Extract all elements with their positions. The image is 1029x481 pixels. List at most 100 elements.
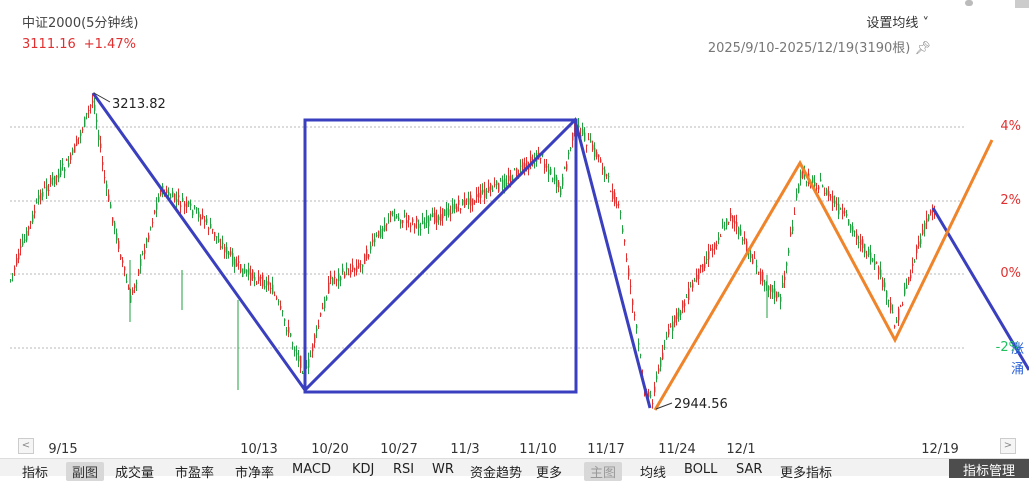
- candle-body: [548, 169, 550, 175]
- candle-body: [832, 195, 834, 204]
- candle-body: [140, 258, 142, 267]
- candle-body: [472, 198, 474, 205]
- candle-body: [530, 156, 532, 167]
- candle-body: [900, 306, 902, 308]
- indicator-tab[interactable]: 资金趋势: [470, 466, 523, 481]
- annotation-arrow: [655, 402, 673, 410]
- candle-body: [376, 235, 378, 237]
- main-chart-tab[interactable]: SAR: [736, 462, 763, 477]
- date-range-label: 2025/9/10-2025/12/19(3190根): [707, 41, 911, 56]
- candle-body: [834, 201, 836, 204]
- candle-body: [110, 204, 112, 209]
- candle-body: [458, 200, 460, 206]
- candle-body: [58, 173, 60, 179]
- candlestick-chart[interactable]: 3213.82 2944.56: [0, 0, 1029, 436]
- candle-body: [100, 143, 102, 149]
- candle-body: [90, 105, 92, 107]
- main-chart-tab[interactable]: 均线: [640, 466, 667, 481]
- candle-body: [204, 219, 206, 222]
- candle-body: [452, 204, 454, 212]
- candle-body: [328, 282, 330, 294]
- main-chart-tab[interactable]: 更多指标: [780, 466, 833, 481]
- indicator-tab[interactable]: WR: [432, 462, 454, 477]
- candle-body: [362, 264, 364, 267]
- candle-body: [730, 213, 732, 219]
- candle-body: [812, 177, 814, 183]
- candle-body: [206, 218, 208, 224]
- candle-body: [210, 223, 212, 229]
- candle-body: [648, 391, 650, 398]
- candle-body: [926, 218, 928, 223]
- candle-body: [348, 273, 350, 275]
- candle-body: [368, 254, 370, 258]
- y-tick-label: 4%: [1000, 119, 1021, 134]
- indicator-tab[interactable]: RSI: [393, 462, 415, 477]
- candle-body: [668, 329, 670, 335]
- candle-body: [674, 316, 676, 323]
- pin-icon[interactable]: 📌︎: [914, 41, 931, 56]
- candle-body: [600, 159, 602, 163]
- candle-body: [616, 204, 618, 206]
- candle-body: [480, 190, 482, 198]
- candle-body: [200, 217, 202, 220]
- candle-body: [894, 325, 896, 328]
- candle-body: [638, 342, 640, 345]
- candle-body: [460, 208, 462, 210]
- candle-body: [104, 177, 106, 179]
- candle-body: [422, 220, 424, 225]
- ma-setting-button[interactable]: 设置均线 ˅: [866, 16, 929, 31]
- blue-trend-line: [931, 207, 1029, 371]
- candle-body: [218, 238, 220, 243]
- candle-body: [94, 104, 96, 111]
- candle-body: [750, 253, 752, 259]
- candle-body: [482, 189, 484, 193]
- indicator-tab[interactable]: MACD: [292, 462, 331, 477]
- candle-body: [170, 197, 172, 199]
- candle-body: [416, 217, 418, 222]
- indicator-tab[interactable]: 副图: [66, 462, 105, 481]
- candle-body: [74, 144, 76, 153]
- candle-body: [542, 153, 544, 156]
- candle-body: [870, 252, 872, 262]
- candle-body: [686, 297, 688, 299]
- indicator-tab[interactable]: KDJ: [352, 462, 375, 477]
- candle-body: [292, 343, 294, 345]
- candle-body: [814, 182, 816, 187]
- candle-body: [620, 212, 622, 214]
- candle-body: [294, 349, 296, 352]
- candle-body: [488, 186, 490, 192]
- candle-body: [776, 292, 778, 299]
- main-chart-tab[interactable]: 主图: [584, 462, 623, 481]
- indicator-tab[interactable]: 更多: [536, 466, 563, 481]
- candle-body: [178, 195, 180, 198]
- candle-body: [906, 285, 908, 289]
- candle-body: [660, 358, 662, 367]
- window-control-icon[interactable]: [1015, 0, 1029, 8]
- candle-body: [478, 192, 480, 198]
- window-control-icon[interactable]: [965, 0, 973, 6]
- candle-body: [706, 258, 708, 260]
- candle-body: [758, 271, 760, 273]
- candle-body: [694, 279, 696, 282]
- scroll-right-icon[interactable]: >: [1000, 438, 1016, 454]
- indicator-tab[interactable]: 市净率: [235, 466, 275, 481]
- scroll-left-icon[interactable]: <: [18, 438, 34, 454]
- candle-body: [820, 179, 822, 182]
- candle-body: [112, 217, 114, 223]
- indicator-tab[interactable]: 成交量: [115, 466, 155, 481]
- candle-body: [602, 167, 604, 170]
- indicator-manage-button[interactable]: 指标管理: [948, 459, 1029, 479]
- candle-body: [770, 284, 772, 292]
- candle-body: [44, 187, 46, 189]
- candle-body: [428, 217, 430, 227]
- candle-body: [366, 249, 368, 259]
- candle-body: [22, 241, 24, 246]
- indicator-tab[interactable]: 市盈率: [175, 466, 215, 481]
- candle-body: [676, 312, 678, 320]
- candle-body: [716, 245, 718, 247]
- right-edge-label: 涨: [1011, 342, 1025, 357]
- candle-body: [614, 192, 616, 204]
- main-chart-tab[interactable]: BOLL: [684, 462, 718, 477]
- indicator-tab[interactable]: 指标: [22, 466, 49, 481]
- candle-body: [692, 283, 694, 288]
